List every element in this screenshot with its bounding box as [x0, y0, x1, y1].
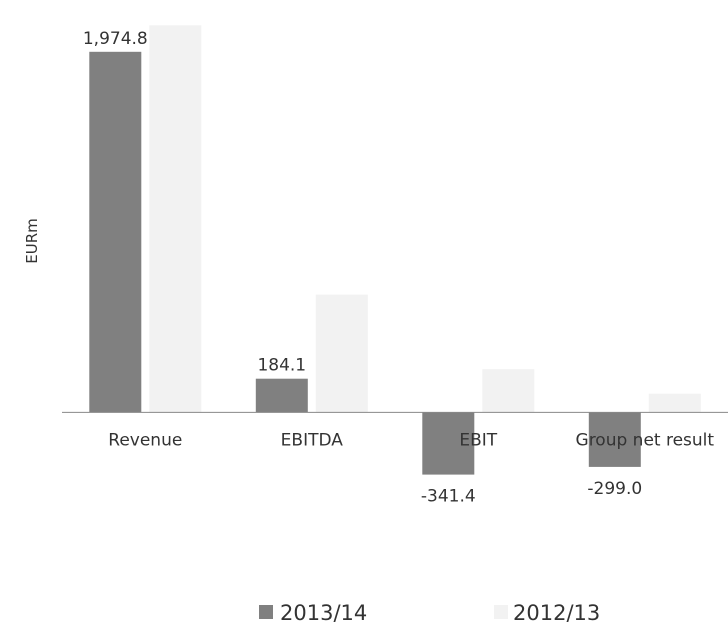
bar-ebit-2013-14 [422, 412, 475, 475]
bar-ebitda-2013-14 [255, 378, 308, 413]
data-label-revenue: 1,974.8 [83, 29, 148, 49]
legend-label-2012-13: 2012/13 [513, 601, 600, 625]
legend-label-2013-14: 2013/14 [280, 601, 367, 625]
data-label-group-net-result: -299.0 [587, 479, 642, 499]
data-label-ebit: -341.4 [421, 487, 476, 507]
legend-swatch-2013-14 [259, 605, 273, 619]
series-2012-13-bars [149, 25, 701, 413]
legend: 2013/14 2012/13 [259, 601, 600, 625]
bar-ebitda-2012-13 [315, 294, 368, 413]
x-tick-label-ebit: EBIT [459, 430, 497, 450]
bar-revenue-2013-14 [89, 51, 142, 413]
legend-swatch-2012-13 [494, 605, 508, 619]
bar-ebit-2012-13 [482, 369, 535, 413]
data-labels: 1,974.8 184.1 -341.4 -299.0 [83, 29, 642, 507]
x-axis-tick-labels: Revenue EBITDA EBIT Group net result [108, 430, 714, 450]
x-tick-label-revenue: Revenue [108, 430, 182, 450]
data-label-ebitda: 184.1 [257, 356, 306, 376]
x-tick-label-group-net-result: Group net result [576, 430, 715, 450]
y-axis-label: EURm [23, 218, 41, 264]
bar-group-net-result-2012-13 [648, 393, 701, 413]
bar-revenue-2012-13 [149, 25, 202, 413]
series-2013-14-bars [89, 51, 641, 475]
bar-group-net-result-2013-14 [588, 412, 641, 467]
x-tick-label-ebitda: EBITDA [281, 430, 344, 450]
